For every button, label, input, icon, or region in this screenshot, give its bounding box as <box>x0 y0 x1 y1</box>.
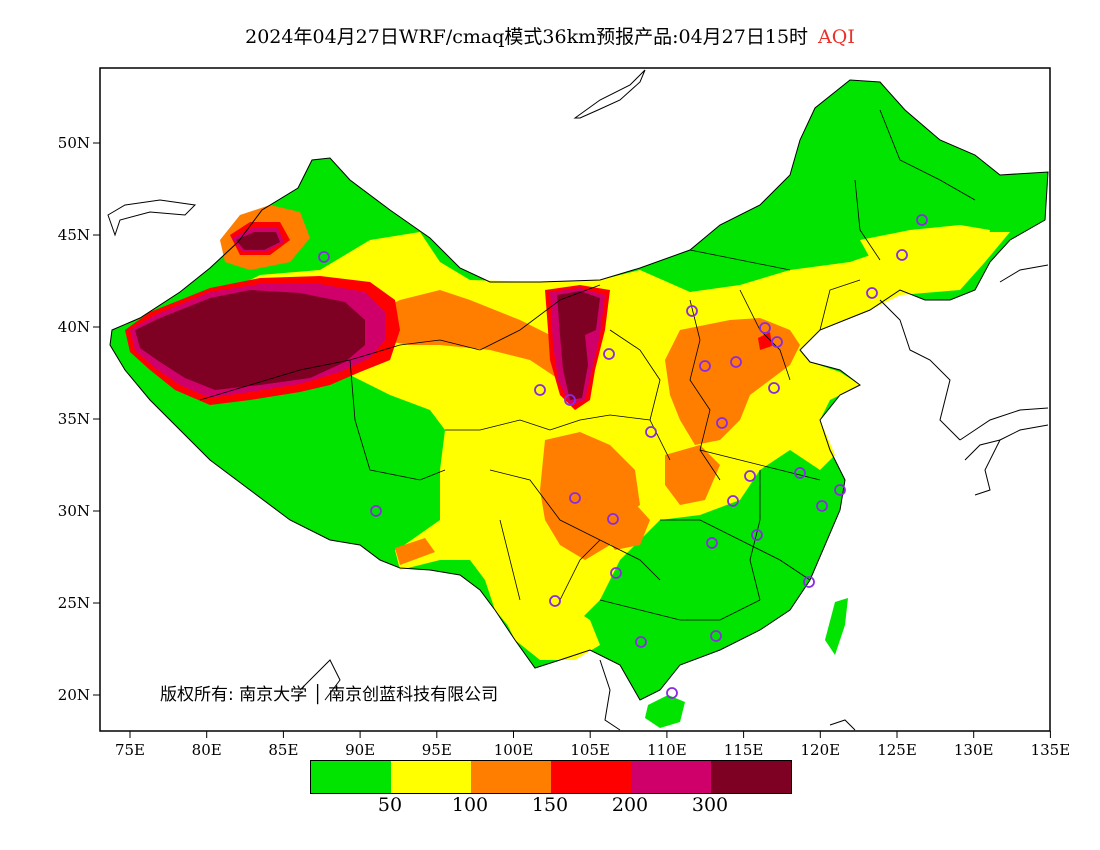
station-marker <box>716 417 728 429</box>
color-legend <box>310 760 792 794</box>
copyright-notice: 版权所有: 南京大学 │ 南京创蓝科技有限公司 <box>160 685 499 705</box>
station-marker <box>710 630 722 642</box>
legend-swatch <box>631 761 711 793</box>
title-text: 2024年04月27日WRF/cmaq模式36km预报产品:04月27日15时 <box>245 26 809 48</box>
legend-swatch <box>311 761 391 793</box>
variable-label: AQI <box>818 26 855 48</box>
neighbour-coastlines <box>107 69 1049 731</box>
longitude-tick-label: 115E <box>724 741 764 759</box>
longitude-tick-label: 80E <box>192 741 222 759</box>
station-marker <box>751 529 763 541</box>
zone-moderate-jilin <box>860 225 990 265</box>
country-outline <box>109 79 1049 701</box>
station-marker <box>866 287 878 299</box>
station-marker <box>534 384 546 396</box>
station-marker <box>803 576 815 588</box>
taiwan-island <box>825 598 848 655</box>
longitude-axis: 75E 80E 85E 90E 95E 100E 105E 110E 115E 120E 125E 1… <box>115 731 1070 759</box>
zone-hazardous-ordos <box>557 291 600 400</box>
longitude-tick-label: 100E <box>494 741 534 759</box>
map-title: 2024年04月27日WRF/cmaq模式36km预报产品:04月27日15时 A… <box>0 22 1100 49</box>
latitude-tick-label: 45N <box>58 226 90 244</box>
latitude-tick-label: 40N <box>58 318 90 336</box>
legend-swatch <box>391 761 471 793</box>
zone-usg-tibet <box>395 538 435 565</box>
station-marker <box>727 495 739 507</box>
longitude-tick-label: 135E <box>1031 741 1071 759</box>
station-markers <box>318 214 928 699</box>
station-marker <box>771 336 783 348</box>
legend-swatch <box>471 761 551 793</box>
station-marker <box>607 513 619 525</box>
station-marker <box>645 426 657 438</box>
latitude-tick-label: 50N <box>58 134 90 152</box>
legend-tick-label: 50 <box>377 794 403 816</box>
longitude-tick-label: 95E <box>422 741 452 759</box>
zone-usg-hunan <box>600 498 650 550</box>
longitude-tick-label: 125E <box>877 741 917 759</box>
map-frame <box>99 67 1051 732</box>
latitude-tick-label: 30N <box>58 502 90 520</box>
legend-swatch <box>711 761 791 793</box>
station-marker <box>603 348 615 360</box>
legend-tick-label: 100 <box>451 794 489 816</box>
province-boundaries <box>199 109 976 621</box>
station-marker <box>610 567 622 579</box>
legend-tick-label: 200 <box>611 794 649 816</box>
station-marker <box>549 595 561 607</box>
station-marker <box>794 467 806 479</box>
station-marker <box>699 360 711 372</box>
longitude-tick-label: 85E <box>268 741 298 759</box>
zone-usg-gansu <box>360 290 560 380</box>
station-marker <box>834 484 846 496</box>
station-marker <box>744 470 756 482</box>
station-marker <box>635 636 647 648</box>
longitude-tick-label: 130E <box>954 741 994 759</box>
station-marker <box>768 382 780 394</box>
latitude-axis: 50N 45N 40N 35N 30N 25N 20N <box>58 134 100 704</box>
latitude-tick-label: 20N <box>58 686 90 704</box>
zone-hazardous-taklimakan <box>135 290 365 390</box>
zone-moderate-southwest <box>490 585 600 660</box>
station-marker <box>896 249 908 261</box>
latitude-tick-label: 25N <box>58 594 90 612</box>
station-marker <box>916 214 928 226</box>
station-marker <box>730 356 742 368</box>
map-content <box>107 69 1049 731</box>
station-marker <box>706 537 718 549</box>
zone-hazardous-dzungaria <box>236 232 280 250</box>
latitude-tick-label: 35N <box>58 410 90 428</box>
longitude-tick-label: 90E <box>345 741 375 759</box>
station-marker <box>759 322 771 334</box>
station-marker <box>370 505 382 517</box>
legend-tick-label: 300 <box>691 794 729 816</box>
longitude-tick-label: 110E <box>647 741 687 759</box>
station-marker <box>569 492 581 504</box>
station-marker <box>816 500 828 512</box>
legend-swatch <box>551 761 631 793</box>
zone-unhealthy-beijing <box>758 332 772 350</box>
station-marker <box>666 687 678 699</box>
hainan-island <box>645 695 685 728</box>
station-marker <box>686 305 698 317</box>
zone-usg-northchina <box>665 318 800 445</box>
longitude-tick-label: 75E <box>115 741 145 759</box>
longitude-tick-label: 105E <box>570 741 610 759</box>
longitude-tick-label: 120E <box>801 741 841 759</box>
legend-tick-label: 150 <box>531 794 569 816</box>
station-marker <box>564 394 576 406</box>
station-marker <box>318 251 330 263</box>
